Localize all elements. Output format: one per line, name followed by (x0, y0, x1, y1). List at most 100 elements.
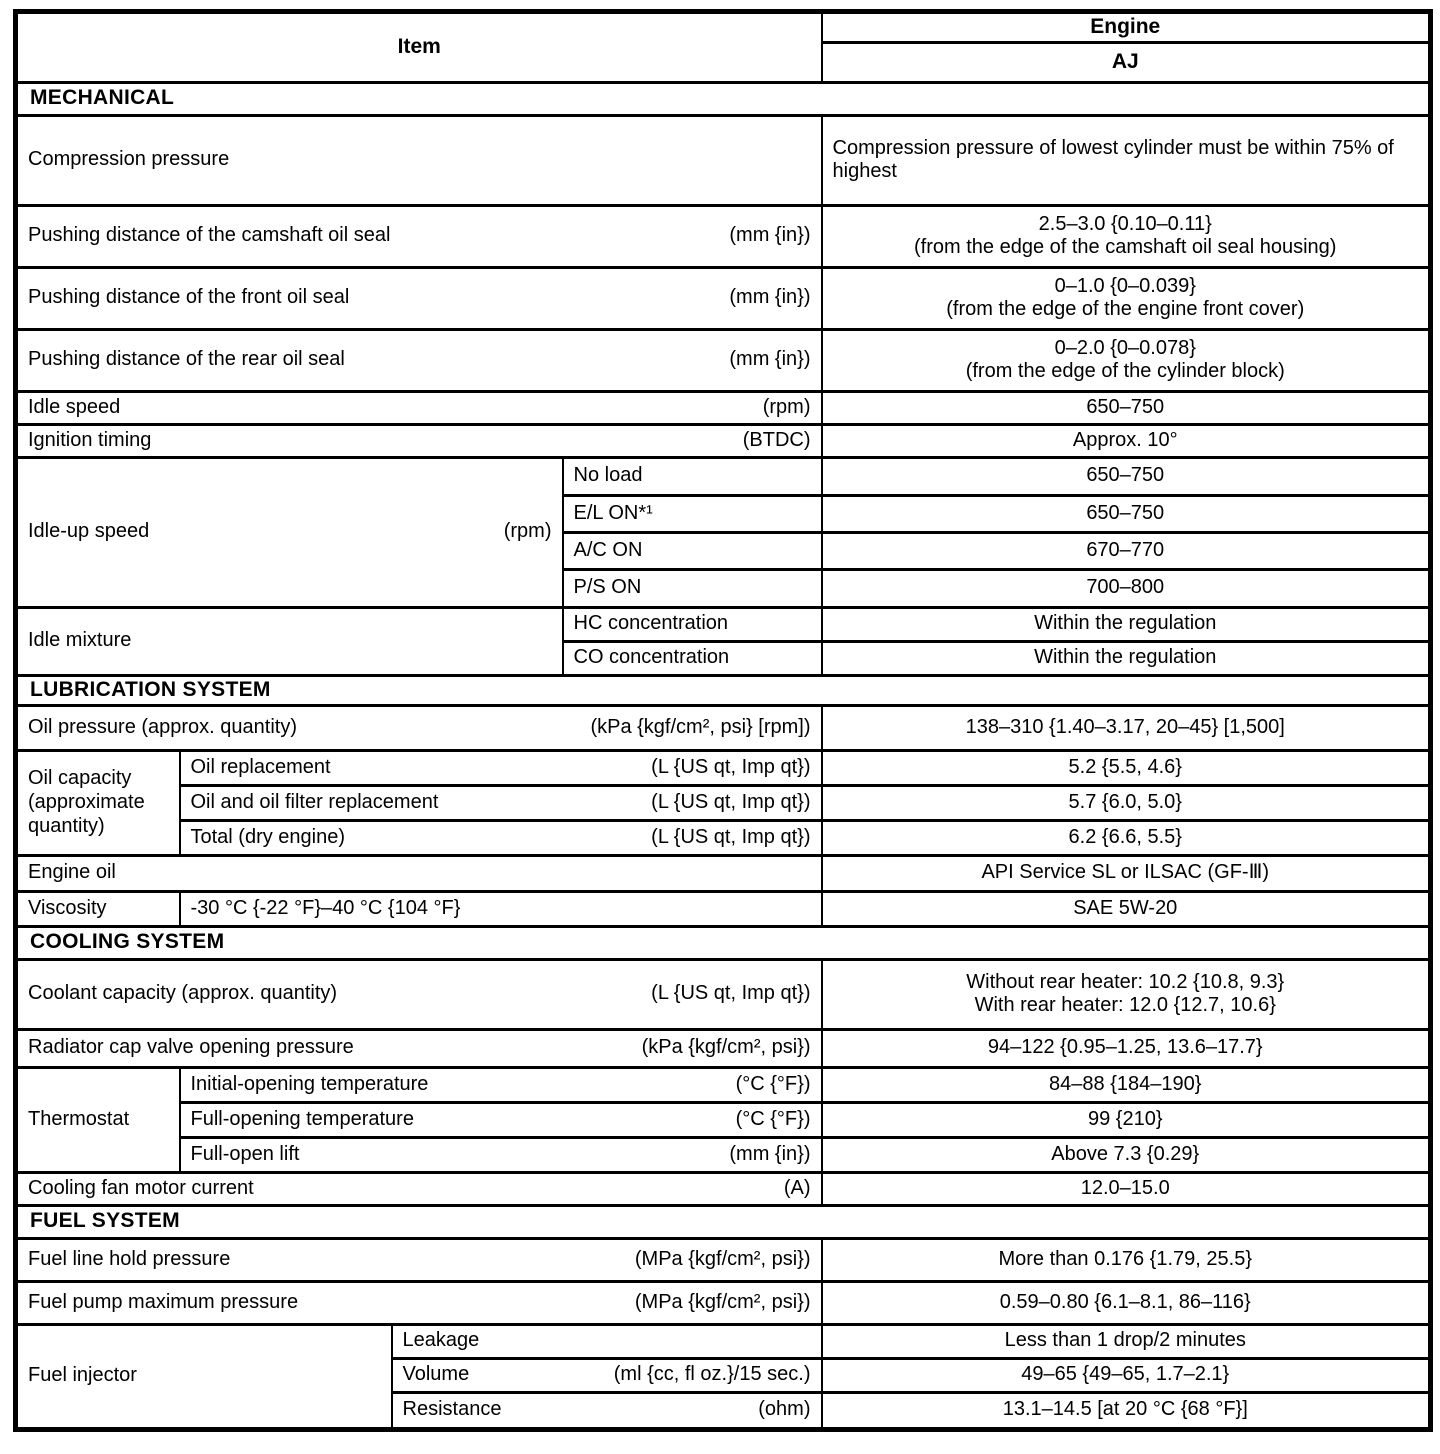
row-label: Volume (402, 1363, 470, 1386)
row-range: -30 °C {-22 °F}–40 °C {104 °F} (178, 889, 823, 928)
row-unit: (mm {in}) (729, 286, 811, 309)
row-thermostat-initial-opening: Thermostat Initial-opening temperature (… (14, 1065, 1432, 1174)
label-with-unit: Pushing distance of the front oil seal (… (28, 286, 811, 310)
row-label: Fuel pump maximum pressure (28, 1290, 299, 1313)
row-front-oil-seal: Pushing distance of the front oil seal (… (14, 265, 1432, 331)
row-idle-up-ps-on: P/S ON 700–800 (16, 567, 1432, 609)
row-value: 0–2.0 {0–0.078} (1054, 336, 1196, 359)
row-condition: HC concentration (561, 605, 823, 643)
section-header-fuel: FUEL SYSTEM (14, 1203, 1432, 1240)
row-unit: (ml {cc, fl oz.}/15 sec.) (613, 1363, 811, 1386)
row-unit: (A) (783, 1176, 811, 1199)
row-oil-replacement: Oil capacity (approximate quantity) Oil … (14, 748, 1432, 857)
row-injector-volume: Volume (ml {cc, fl oz.}/15 sec.) 49–65 {… (16, 1356, 1432, 1394)
row-group-label: Fuel injector (14, 1322, 393, 1431)
row-unit: (kPa {kgf/cm², psi} [rpm]) (590, 715, 811, 738)
row-value: API Service SL or ILSAC (GF-Ⅲ) (820, 853, 1432, 893)
label-with-unit: Fuel line hold pressure (MPa {kgf/cm², p… (28, 1248, 811, 1272)
row-oil-filter-replacement: Oil and oil filter replacement (L {US qt… (16, 783, 1432, 822)
row-ignition-timing: Ignition timing (BTDC) Approx. 10° (14, 422, 1432, 459)
label-with-unit: Total (dry engine) (L {US qt, Imp qt}) (191, 826, 811, 850)
row-unit: (°C {°F}) (735, 1072, 811, 1095)
row-value: 13.1–14.5 [at 20 °C {68 °F}] (820, 1390, 1432, 1431)
row-value: Within the regulation (820, 605, 1432, 643)
row-label: Viscosity (14, 889, 181, 928)
section-row-lubrication: LUBRICATION SYSTEM (14, 673, 1432, 707)
label-with-unit: Resistance (ohm) (403, 1398, 811, 1422)
row-value: Without rear heater: 10.2 {10.8, 9.3} (966, 970, 1285, 993)
row-value: Approx. 10° (820, 422, 1432, 459)
row-label: Idle-up speed (28, 520, 150, 543)
row-label: Cooling fan motor current (28, 1176, 254, 1199)
row-idle-speed: Idle speed (rpm) 650–750 (14, 389, 1432, 426)
section-header-cooling: COOLING SYSTEM (14, 924, 1432, 961)
row-idle-up-el-on: E/L ON*¹ 650–750 (16, 493, 1432, 534)
row-radiator-cap-pressure: Radiator cap valve opening pressure (kPa… (14, 1027, 1432, 1069)
row-condition: E/L ON*¹ (561, 493, 823, 534)
row-label: Leakage (402, 1329, 480, 1352)
row-value: 650–750 (820, 455, 1432, 497)
row-value: Within the regulation (820, 639, 1432, 677)
row-label: Coolant capacity (approx. quantity) (28, 982, 338, 1005)
label-with-unit: Leakage (403, 1329, 811, 1353)
row-label: Idle speed (28, 395, 121, 418)
row-label: Ignition timing (28, 428, 152, 451)
spec-sheet-page: Item Engine AJ MECHANICAL Compression pr… (13, 9, 1433, 1432)
row-coolant-capacity: Coolant capacity (approx. quantity) (L {… (14, 957, 1432, 1031)
row-rear-oil-seal: Pushing distance of the rear oil seal (m… (14, 327, 1432, 393)
row-value: 94–122 {0.95–1.25, 13.6–17.7} (820, 1027, 1432, 1069)
row-unit: (mm {in}) (729, 224, 811, 247)
row-value: 49–65 {49–65, 1.7–2.1} (820, 1356, 1432, 1394)
row-camshaft-oil-seal: Pushing distance of the camshaft oil sea… (14, 203, 1432, 269)
row-condition: CO concentration (561, 639, 823, 677)
row-thermostat-full-open-lift: Full-open lift (mm {in}) Above 7.3 {0.29… (16, 1135, 1432, 1174)
row-condition: P/S ON (561, 567, 823, 609)
row-unit: (L {US qt, Imp qt}) (651, 982, 811, 1005)
row-value: With rear heater: 12.0 {12.7, 10.6} (974, 994, 1276, 1017)
row-value-note: (from the edge of the engine front cover… (946, 298, 1305, 321)
row-unit: (rpm) (503, 520, 552, 543)
row-value: 6.2 {6.6, 5.5} (820, 818, 1432, 857)
row-unit: (ohm) (758, 1398, 811, 1421)
row-fuel-line-hold-pressure: Fuel line hold pressure (MPa {kgf/cm², p… (14, 1236, 1432, 1283)
row-cooling-fan-current: Cooling fan motor current (A) 12.0–15.0 (14, 1170, 1432, 1207)
row-thermostat-full-opening: Full-opening temperature (°C {°F}) 99 {2… (16, 1100, 1432, 1139)
row-value-note: (from the edge of the cylinder block) (965, 360, 1285, 383)
row-condition: No load (561, 455, 823, 497)
column-header-engine: Engine (820, 10, 1432, 44)
section-row-mechanical: MECHANICAL (14, 80, 1432, 117)
row-label: Pushing distance of the rear oil seal (28, 348, 345, 371)
label-with-unit: Volume (ml {cc, fl oz.}/15 sec.) (403, 1363, 811, 1387)
label-with-unit: Fuel pump maximum pressure (MPa {kgf/cm²… (28, 1291, 811, 1315)
table-header-row: AJ (16, 40, 1432, 84)
row-compression-pressure: Compression pressure Compression pressur… (14, 113, 1432, 207)
row-label: Oil and oil filter replacement (190, 790, 439, 813)
row-label: Compression pressure (14, 113, 823, 207)
label-with-unit: Oil pressure (approx. quantity) (kPa {kg… (28, 716, 811, 740)
row-group-label: Oil capacity (approximate quantity) (14, 748, 181, 857)
section-header-lubrication: LUBRICATION SYSTEM (14, 673, 1432, 707)
label-with-unit: Cooling fan motor current (A) (28, 1177, 811, 1201)
row-label: Oil replacement (190, 755, 331, 778)
row-value: 5.7 {6.0, 5.0} (820, 783, 1432, 822)
row-value: 84–88 {184–190} (820, 1065, 1432, 1104)
row-label: Resistance (402, 1398, 502, 1421)
row-label: Total (dry engine) (190, 825, 346, 848)
row-value: 670–770 (820, 530, 1432, 571)
row-value: 700–800 (820, 567, 1432, 609)
label-with-unit: Full-opening temperature (°C {°F}) (191, 1108, 811, 1132)
row-value: Less than 1 drop/2 minutes (820, 1322, 1432, 1360)
row-label: Idle mixture (14, 605, 564, 677)
row-idle-mixture-hc: Idle mixture HC concentration Within the… (14, 605, 1432, 677)
column-header-item: Item (14, 10, 823, 84)
row-value: 0.59–0.80 {6.1–8.1, 86–116} (820, 1279, 1432, 1326)
row-label: Pushing distance of the front oil seal (28, 286, 350, 309)
section-row-cooling: COOLING SYSTEM (14, 924, 1432, 961)
row-value: More than 0.176 {1.79, 25.5} (820, 1236, 1432, 1283)
row-unit: (mm {in}) (729, 1142, 811, 1165)
row-fuel-pump-max-pressure: Fuel pump maximum pressure (MPa {kgf/cm²… (14, 1279, 1432, 1326)
row-value: 650–750 (820, 493, 1432, 534)
row-value: Above 7.3 {0.29} (820, 1135, 1432, 1174)
row-label: Full-opening temperature (190, 1107, 414, 1130)
row-oil-total-dry: Total (dry engine) (L {US qt, Imp qt}) 6… (16, 818, 1432, 857)
